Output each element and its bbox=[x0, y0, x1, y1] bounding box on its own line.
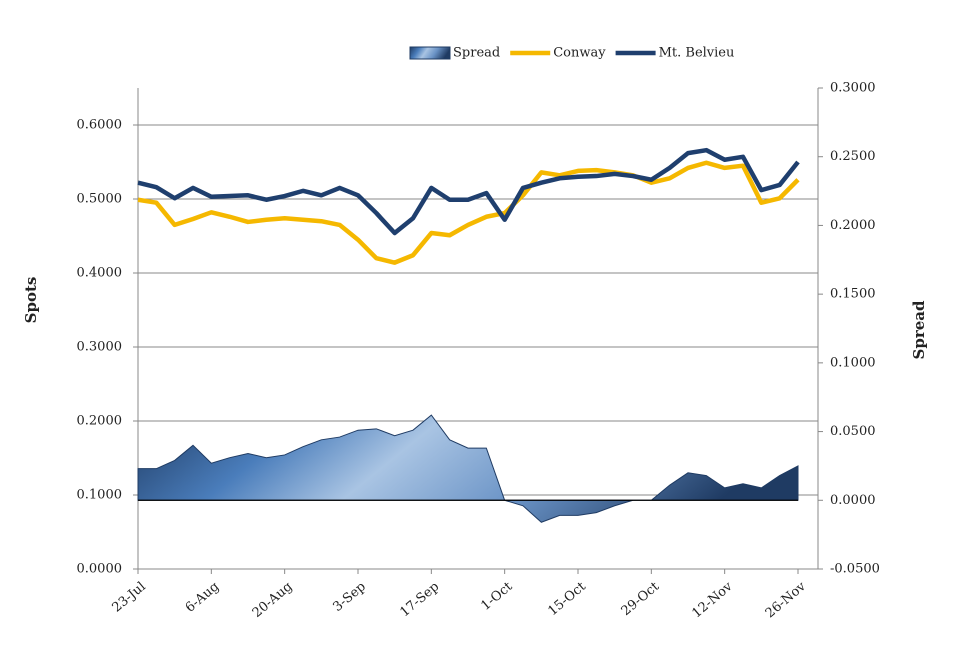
y2-tick-label: 0.0500 bbox=[830, 424, 876, 439]
series-line bbox=[137, 147, 800, 236]
y-tick-label: 0.1000 bbox=[77, 488, 123, 503]
y-tick-label: 0.2000 bbox=[77, 414, 123, 429]
legend-label: Conway bbox=[553, 46, 606, 61]
y2-tick-label: 0.1000 bbox=[830, 355, 876, 370]
y-tick-label: 0.5000 bbox=[77, 192, 123, 207]
y2-tick-label: 0.1500 bbox=[830, 287, 876, 302]
x-tick-label: 1-Oct bbox=[478, 579, 516, 614]
series-line bbox=[137, 160, 800, 265]
x-tick-label: 29-Oct bbox=[619, 579, 663, 619]
x-tick-label: 12-Nov bbox=[689, 579, 736, 621]
y2-tick-label: 0.2000 bbox=[830, 218, 876, 233]
y-axis-title: Spots bbox=[22, 277, 40, 324]
y-tick-label: 0.4000 bbox=[77, 266, 123, 281]
y2-tick-label: 0.0000 bbox=[830, 493, 876, 508]
y2-tick-label: 0.2500 bbox=[830, 149, 876, 164]
x-tick-label: 20-Aug bbox=[250, 579, 296, 621]
x-tick-label: 15-Oct bbox=[545, 579, 589, 619]
y-tick-label: 0.0000 bbox=[77, 562, 123, 577]
legend-swatch bbox=[409, 46, 451, 60]
spread-area bbox=[137, 414, 799, 523]
x-tick-label: 23-Jul bbox=[110, 579, 149, 615]
y-tick-label: 0.3000 bbox=[77, 340, 123, 355]
legend-label: Spread bbox=[453, 46, 500, 61]
legend-label: Mt. Belvieu bbox=[659, 46, 735, 61]
y2-tick-label: -0.0500 bbox=[830, 562, 880, 577]
y-tick-label: 0.6000 bbox=[77, 118, 123, 133]
y2-axis-title: Spread bbox=[910, 300, 928, 359]
x-tick-label: 17-Sep bbox=[397, 579, 442, 620]
x-tick-label: 26-Nov bbox=[763, 579, 810, 621]
y2-tick-label: 0.3000 bbox=[830, 81, 876, 96]
x-tick-label: 6-Aug bbox=[183, 579, 222, 615]
x-tick-label: 3-Sep bbox=[330, 579, 368, 615]
